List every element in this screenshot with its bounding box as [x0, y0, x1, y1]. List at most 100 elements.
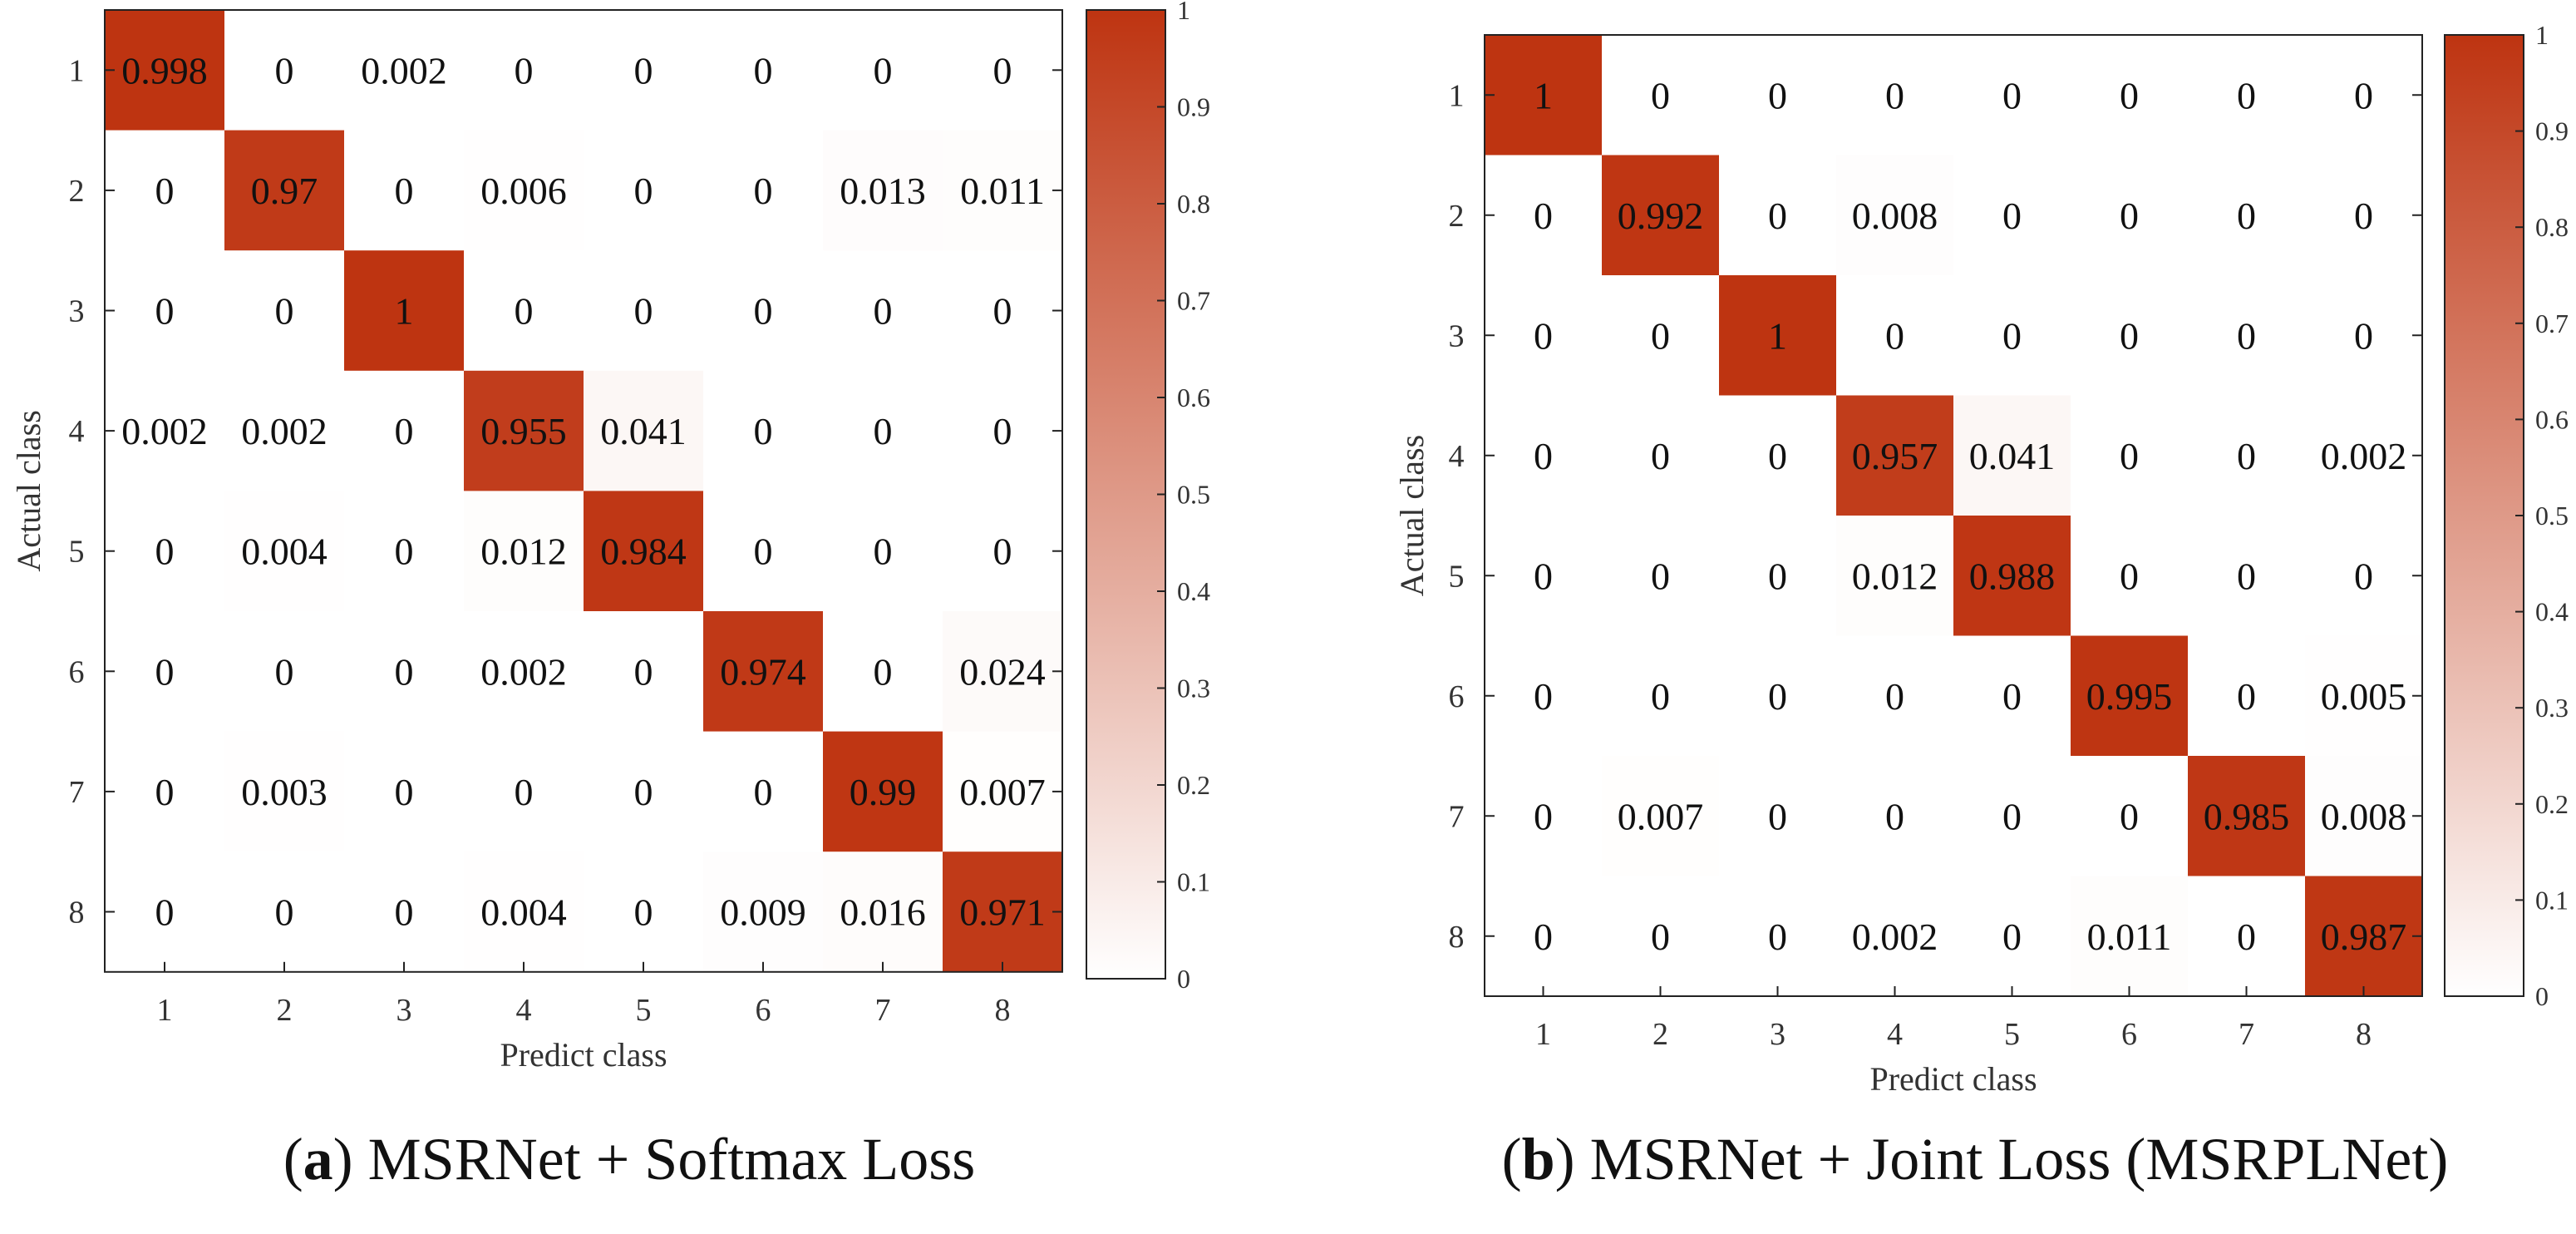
colorbar-tick-1: 1 — [2535, 20, 2549, 50]
cell-r4-c3 — [344, 370, 465, 491]
cell-r2-c5 — [1953, 155, 2071, 276]
cell-label-r6-c1: 0 — [155, 650, 175, 693]
cell-label-r6-c2: 0 — [275, 650, 294, 693]
cell-r4-c5 — [1953, 395, 2071, 516]
cell-r5-c2 — [1602, 516, 1720, 636]
y-tick-6: 6 — [69, 654, 85, 689]
cell-label-r7-c3: 0 — [395, 771, 414, 813]
cell-r3-c1 — [105, 250, 225, 372]
cell-label-r8-c1: 0 — [155, 891, 175, 934]
colorbar-tick-0.4: 0.4 — [1177, 576, 1210, 606]
cell-r4-c5 — [584, 370, 704, 491]
cell-r1-c6 — [2071, 35, 2189, 155]
cell-label-r7-c7: 0.985 — [2204, 795, 2290, 837]
cell-label-r5-c6: 0 — [2120, 555, 2139, 597]
cell-label-r8-c5: 0 — [634, 891, 653, 934]
y-tick-5: 5 — [1449, 559, 1465, 594]
cell-r5-c2 — [224, 491, 345, 612]
cell-label-r2-c6: 0 — [2120, 195, 2139, 237]
cell-label-r5-c8: 0 — [2354, 555, 2373, 597]
cell-label-r3-c2: 0 — [275, 290, 294, 333]
cell-r6-c4 — [1836, 635, 1954, 757]
colorbar — [2444, 34, 2524, 997]
cell-r4-c1 — [1485, 395, 1603, 516]
cell-label-r1-c5: 0 — [2002, 74, 2022, 116]
x-tick-6: 6 — [2121, 1017, 2137, 1052]
cell-label-r6-c3: 0 — [1768, 675, 1787, 718]
cell-label-r4-c5: 0.041 — [600, 410, 687, 452]
cell-label-r7-c7: 0.99 — [850, 771, 917, 813]
cell-r5-c3 — [1719, 516, 1837, 636]
cell-r6-c2 — [224, 611, 345, 733]
cell-r2-c4 — [1836, 155, 1954, 276]
cell-label-r7-c2: 0.007 — [1618, 795, 1704, 837]
caption-label: b — [1522, 1126, 1555, 1192]
caption-text: MSRNet + Softmax Loss — [368, 1126, 976, 1192]
y-tick-6: 6 — [1449, 679, 1465, 714]
x-tick-2: 2 — [277, 993, 293, 1028]
cell-r1-c7 — [2188, 35, 2306, 155]
colorbar-tick-0.9: 0.9 — [2535, 116, 2569, 146]
cell-r8-c7 — [823, 851, 943, 973]
cell-r5-c7 — [823, 491, 943, 612]
x-tick-7: 7 — [875, 993, 891, 1028]
cell-label-r7-c1: 0 — [155, 771, 175, 813]
cell-r8-c8 — [943, 851, 1063, 973]
cell-r8-c5 — [584, 851, 704, 973]
cell-label-r4-c8: 0 — [993, 410, 1012, 452]
cell-label-r5-c5: 0.984 — [600, 531, 687, 573]
cell-r6-c1 — [1485, 635, 1603, 757]
colorbar-tick-0.4: 0.4 — [2535, 597, 2569, 627]
cell-r6-c8 — [943, 611, 1063, 733]
y-tick-3: 3 — [69, 294, 85, 329]
cell-r7-c1 — [105, 731, 225, 852]
cell-r5-c6 — [2071, 516, 2189, 636]
cell-r7-c8 — [943, 731, 1063, 852]
cell-r6-c5 — [1953, 635, 2071, 757]
colorbar-tick-0.9: 0.9 — [1177, 92, 1210, 122]
cell-r2-c6 — [2071, 155, 2189, 276]
cell-r4-c8 — [2305, 395, 2423, 516]
cell-r8-c1 — [1485, 876, 1603, 997]
cell-r7-c4 — [1836, 756, 1954, 876]
cell-r7-c1 — [1485, 756, 1603, 876]
x-tick-3: 3 — [396, 993, 412, 1028]
y-tick-1: 1 — [69, 53, 85, 88]
x-tick-8: 8 — [2356, 1017, 2372, 1052]
panel-a: 0.998 0 0.002 0 0 0 0 00 0.97 0 0.006 0 0 0.013 0.0110… — [10, 0, 1210, 1192]
cell-r1-c7 — [823, 10, 943, 131]
cell-r8-c6 — [703, 851, 824, 973]
cell-r7-c7 — [2188, 756, 2306, 876]
cell-label-r8-c6: 0.009 — [720, 891, 806, 934]
caption-label: a — [303, 1126, 333, 1192]
cell-r6-c8 — [2305, 635, 2423, 757]
cell-r5-c5 — [584, 491, 704, 612]
cell-label-r1-c3: 0 — [1768, 74, 1787, 116]
cell-r3-c4 — [464, 250, 584, 372]
panel-b: 1 0 0 0 0 0 0 00 0.992 0 0.008 0 0 0 00 0 1 0 0 0 0 00 0 0 0.957… — [1393, 20, 2569, 1192]
cell-label-r7-c4: 0 — [1885, 795, 1904, 837]
cell-r3-c4 — [1836, 275, 1954, 396]
cell-r8-c7 — [2188, 876, 2306, 997]
cell-r5-c8 — [943, 491, 1063, 612]
cell-label-r2-c7: 0 — [2237, 195, 2256, 237]
cell-r3-c2 — [224, 250, 345, 372]
cell-r1-c6 — [703, 10, 824, 131]
cell-label-r8-c1: 0 — [1534, 916, 1553, 958]
cell-r2-c7 — [823, 130, 943, 251]
cell-r3-c7 — [823, 250, 943, 372]
y-tick-2: 2 — [69, 174, 85, 209]
cell-label-r8-c4: 0.004 — [480, 891, 567, 934]
y-tick-2: 2 — [1449, 199, 1465, 234]
cell-label-r7-c8: 0.007 — [959, 771, 1046, 813]
colorbar-tick-1: 1 — [1177, 0, 1190, 25]
cell-r2-c4 — [464, 130, 584, 251]
cell-r8-c4 — [1836, 876, 1954, 997]
x-tick-3: 3 — [1770, 1017, 1785, 1052]
cell-r5-c7 — [2188, 516, 2306, 636]
cell-r1-c8 — [943, 10, 1063, 131]
cell-label-r3-c5: 0 — [634, 290, 653, 333]
cell-label-r1-c7: 0 — [874, 49, 893, 91]
cell-label-r6-c6: 0.974 — [720, 650, 806, 693]
x-tick-2: 2 — [1652, 1017, 1668, 1052]
